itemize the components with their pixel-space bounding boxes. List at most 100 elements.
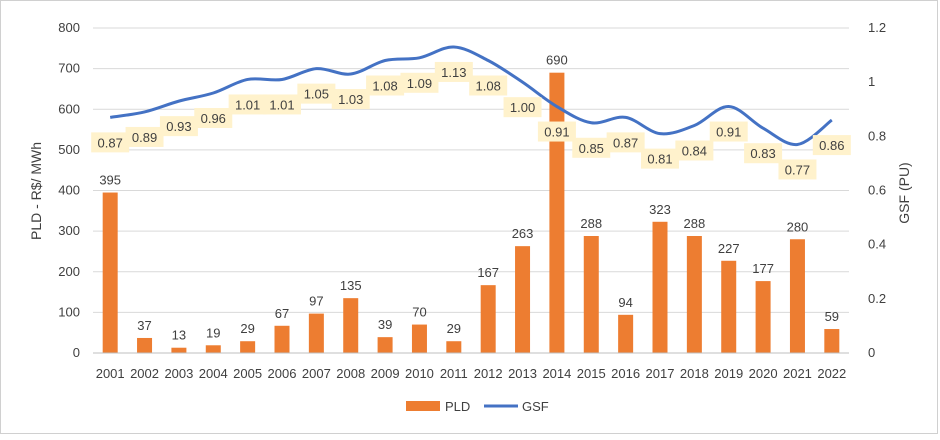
gsf-label-bg bbox=[709, 121, 748, 142]
gsf-data-label: 1.09 bbox=[407, 76, 432, 91]
gsf-label-bg bbox=[194, 108, 233, 128]
x-tick-label: 2016 bbox=[611, 366, 640, 381]
gsf-label-bg bbox=[812, 135, 851, 156]
pld-data-label: 280 bbox=[787, 219, 809, 234]
gsf-label-bg bbox=[469, 75, 508, 96]
pld-data-label: 29 bbox=[447, 321, 461, 336]
gsf-data-label: 0.93 bbox=[166, 119, 191, 134]
x-tick-label: 2018 bbox=[680, 366, 709, 381]
pld-bar bbox=[583, 236, 599, 353]
gsf-label-bg bbox=[159, 116, 198, 137]
pld-bars bbox=[102, 72, 840, 353]
pld-data-label: 39 bbox=[378, 317, 392, 332]
legend: PLD GSF bbox=[406, 399, 549, 414]
pld-bar bbox=[721, 260, 737, 353]
pld-data-label: 263 bbox=[512, 226, 534, 241]
x-tick-label: 2014 bbox=[542, 366, 571, 381]
x-tick-label: 2009 bbox=[371, 366, 400, 381]
gsf-data-label: 0.91 bbox=[544, 125, 569, 140]
gsf-label-bg bbox=[503, 97, 542, 118]
pld-data-label: 67 bbox=[275, 306, 289, 321]
y2-tick-label: 0.2 bbox=[868, 291, 886, 306]
gsf-data-label: 0.81 bbox=[647, 152, 672, 167]
gsf-label-bg bbox=[537, 121, 576, 142]
pld-data-label: 94 bbox=[618, 295, 632, 310]
x-tick-label: 2012 bbox=[474, 366, 503, 381]
gsf-label-bg bbox=[744, 143, 783, 164]
gsf-label-bg bbox=[228, 94, 267, 115]
y-tick-label: 600 bbox=[58, 101, 80, 116]
gsf-line bbox=[109, 45, 833, 146]
x-tick-label: 2013 bbox=[508, 366, 537, 381]
gsf-data-label: 0.87 bbox=[613, 135, 638, 150]
legend-pld-swatch bbox=[406, 401, 440, 411]
pld-bar bbox=[308, 313, 324, 353]
pld-bar bbox=[274, 325, 290, 353]
x-tick-label: 2017 bbox=[646, 366, 675, 381]
gsf-data-label: 0.96 bbox=[201, 111, 226, 126]
pld-data-label: 227 bbox=[718, 241, 740, 256]
axes: 010020030040050060070080000.20.40.60.811… bbox=[58, 20, 886, 381]
pld-data-label: 59 bbox=[825, 309, 839, 324]
gsf-data-label: 0.86 bbox=[819, 138, 844, 153]
pld-data-label: 395 bbox=[99, 173, 121, 188]
x-tick-label: 2022 bbox=[817, 366, 846, 381]
gsf-data-label: 0.85 bbox=[579, 141, 604, 156]
gsf-label-bg bbox=[91, 132, 130, 153]
pld-data-label: 177 bbox=[752, 261, 774, 276]
x-tick-label: 2005 bbox=[233, 366, 262, 381]
gsf-label-bg bbox=[366, 75, 405, 96]
x-tick-label: 2008 bbox=[336, 366, 365, 381]
pld-bar bbox=[549, 72, 565, 353]
gsf-label-bg bbox=[331, 89, 370, 110]
legend-pld-label: PLD bbox=[445, 399, 470, 414]
gsf-data-label: 1.03 bbox=[338, 92, 363, 107]
x-tick-label: 2021 bbox=[783, 366, 812, 381]
x-tick-label: 2015 bbox=[577, 366, 606, 381]
y2-tick-label: 0.6 bbox=[868, 183, 886, 198]
pld-data-label: 70 bbox=[412, 305, 426, 320]
y2-tick-label: 1.2 bbox=[868, 20, 886, 35]
x-tick-label: 2007 bbox=[302, 366, 331, 381]
y-tick-label: 500 bbox=[58, 142, 80, 157]
y-axis-title: PLD - R$/ MWh bbox=[28, 142, 44, 240]
gsf-data-label: 0.89 bbox=[132, 130, 157, 145]
y-tick-label: 300 bbox=[58, 223, 80, 238]
x-tick-label: 2006 bbox=[268, 366, 297, 381]
y2-tick-label: 0.4 bbox=[868, 237, 886, 252]
x-tick-label: 2001 bbox=[96, 366, 125, 381]
x-tick-label: 2004 bbox=[199, 366, 228, 381]
y-tick-label: 100 bbox=[58, 304, 80, 319]
pld-data-label: 19 bbox=[206, 325, 220, 340]
gsf-label-bg bbox=[434, 61, 473, 82]
pld-data-label: 288 bbox=[580, 216, 602, 231]
pld-data-label: 13 bbox=[172, 328, 186, 343]
pld-data-label: 690 bbox=[546, 53, 568, 68]
pld-bar bbox=[686, 236, 702, 353]
pld-bar bbox=[480, 285, 496, 353]
gsf-data-label: 0.84 bbox=[682, 144, 707, 159]
pld-bar bbox=[515, 246, 531, 353]
gsf-data-label: 1.13 bbox=[441, 65, 466, 80]
x-tick-label: 2002 bbox=[130, 366, 159, 381]
x-tick-label: 2003 bbox=[164, 366, 193, 381]
gsf-label-bg bbox=[297, 83, 336, 104]
y2-axis-title: GSF (PU) bbox=[896, 162, 912, 223]
pld-bar bbox=[377, 337, 393, 353]
y-tick-label: 800 bbox=[58, 20, 80, 35]
pld-bar bbox=[446, 341, 462, 353]
gsf-label-bg bbox=[400, 72, 439, 93]
gsf-label-bg bbox=[572, 137, 611, 158]
gsf-data-label: 0.77 bbox=[785, 162, 810, 177]
pld-bar bbox=[411, 324, 427, 353]
x-tick-label: 2019 bbox=[714, 366, 743, 381]
pld-data-label: 288 bbox=[684, 216, 706, 231]
data-labels: 395 37 13 19 29 67 97 135 39 70 29 167 263 690 288 94 32… bbox=[91, 53, 851, 343]
pld-data-label: 37 bbox=[137, 318, 151, 333]
gsf-data-label: 0.91 bbox=[716, 125, 741, 140]
pld-bar bbox=[171, 347, 187, 353]
pld-bar bbox=[240, 341, 256, 353]
pld-bar bbox=[824, 329, 840, 353]
